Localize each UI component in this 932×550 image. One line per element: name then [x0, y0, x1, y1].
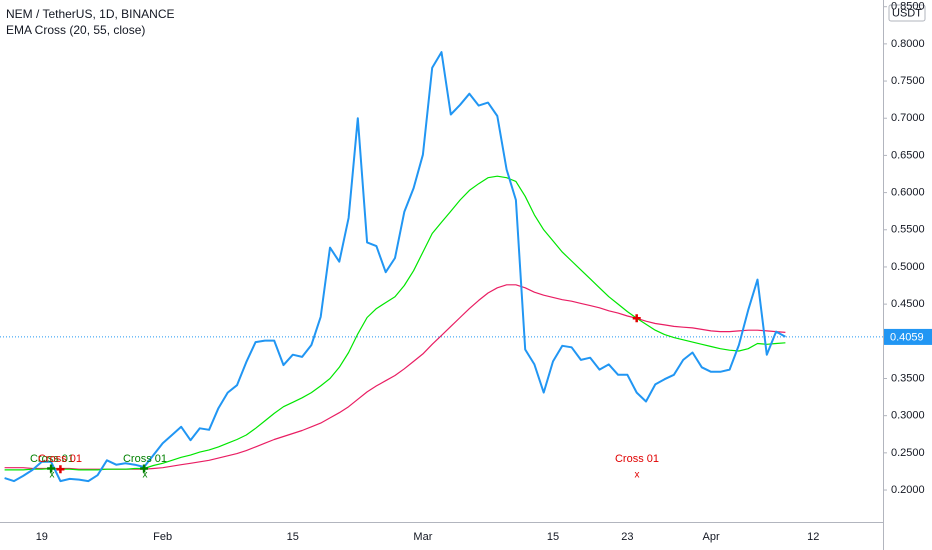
x-tick-label: 19	[36, 531, 48, 543]
y-tick-label: 0.2000	[891, 484, 925, 496]
y-tick-label: 0.4500	[891, 298, 925, 310]
annotation: Cross 01	[123, 453, 167, 465]
x-tick-label: 23	[621, 531, 633, 543]
annotation: x	[143, 470, 148, 481]
y-tick-label: 0.2500	[891, 447, 925, 459]
cross-marker	[140, 464, 149, 473]
y-tick-label: 0.8500	[891, 1, 925, 13]
y-tick-label: 0.7000	[891, 112, 925, 124]
x-tick-label: 15	[547, 531, 559, 543]
series-line	[4, 175, 786, 471]
annotation: Cross 01	[38, 453, 82, 465]
cross-marker	[632, 314, 641, 323]
cross-marker	[56, 465, 65, 474]
currency-badge[interactable]	[888, 4, 926, 22]
cross-marker	[47, 464, 56, 473]
currency-label: USDT	[892, 7, 922, 19]
y-tick-label: 0.5000	[891, 261, 925, 273]
y-tick-label: 0.8000	[891, 38, 925, 50]
series-line	[4, 51, 786, 483]
annotation: x	[635, 470, 640, 481]
x-tick-label: Apr	[702, 531, 719, 543]
annotation: Cross 01	[615, 453, 659, 465]
x-tick-label: Feb	[153, 531, 172, 543]
y-tick-label: 0.7500	[891, 75, 925, 87]
y-tick-label: 0.3500	[891, 372, 925, 384]
chart-title: NEM / TetherUS, 1D, BINANCE	[6, 7, 175, 21]
annotation: x	[50, 470, 55, 481]
series-line	[4, 284, 786, 470]
indicator-label: EMA Cross (20, 55, close)	[6, 23, 145, 37]
x-tick-label: Mar	[413, 531, 432, 543]
y-tick-label: 0.5500	[891, 224, 925, 236]
y-tick-label: 0.6500	[891, 149, 925, 161]
price-label: 0.4059	[890, 331, 924, 343]
x-tick-label: 12	[807, 531, 819, 543]
price-badge	[884, 328, 932, 345]
y-tick-label: 0.3000	[891, 410, 925, 422]
x-tick-label: 15	[287, 531, 299, 543]
annotation: Cross 01	[30, 453, 74, 465]
y-tick-label: 0.6000	[891, 186, 925, 198]
